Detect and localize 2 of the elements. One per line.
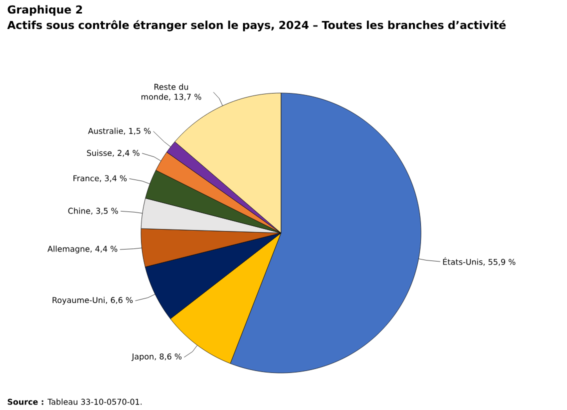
chart-title: Graphique 2	[8, 5, 82, 16]
chart-subtitle: Actifs sous contrôle étranger selon le pays, 2024 – Toutes les branches d’activité	[7, 20, 506, 32]
